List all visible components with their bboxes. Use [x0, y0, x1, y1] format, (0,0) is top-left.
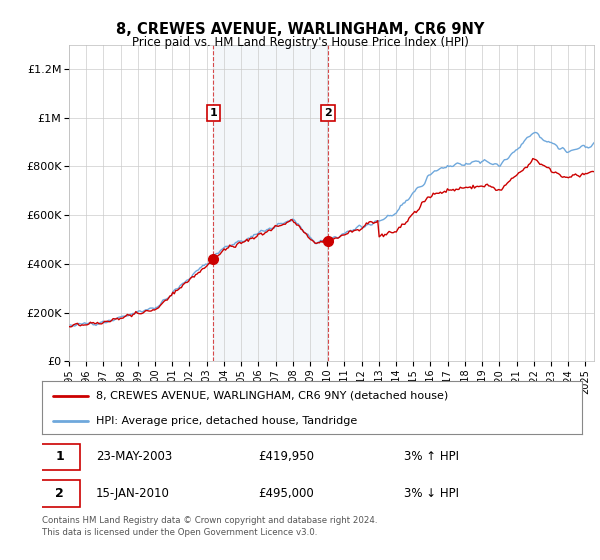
Text: 15-JAN-2010: 15-JAN-2010 — [96, 487, 170, 500]
Text: 3% ↓ HPI: 3% ↓ HPI — [404, 487, 459, 500]
Text: HPI: Average price, detached house, Tandridge: HPI: Average price, detached house, Tand… — [96, 416, 357, 426]
Text: 8, CREWES AVENUE, WARLINGHAM, CR6 9NY: 8, CREWES AVENUE, WARLINGHAM, CR6 9NY — [116, 22, 484, 38]
FancyBboxPatch shape — [40, 480, 80, 507]
Text: 3% ↑ HPI: 3% ↑ HPI — [404, 450, 459, 464]
Text: 2: 2 — [324, 108, 332, 118]
FancyBboxPatch shape — [40, 444, 80, 470]
Text: 1: 1 — [209, 108, 217, 118]
Text: 1: 1 — [55, 450, 64, 464]
Text: 8, CREWES AVENUE, WARLINGHAM, CR6 9NY (detached house): 8, CREWES AVENUE, WARLINGHAM, CR6 9NY (d… — [96, 391, 448, 401]
Text: Price paid vs. HM Land Registry's House Price Index (HPI): Price paid vs. HM Land Registry's House … — [131, 36, 469, 49]
Text: £495,000: £495,000 — [258, 487, 314, 500]
Text: £419,950: £419,950 — [258, 450, 314, 464]
Text: 23-MAY-2003: 23-MAY-2003 — [96, 450, 172, 464]
Text: Contains HM Land Registry data © Crown copyright and database right 2024.
This d: Contains HM Land Registry data © Crown c… — [42, 516, 377, 537]
Text: 2: 2 — [55, 487, 64, 500]
Bar — [214, 45, 328, 361]
